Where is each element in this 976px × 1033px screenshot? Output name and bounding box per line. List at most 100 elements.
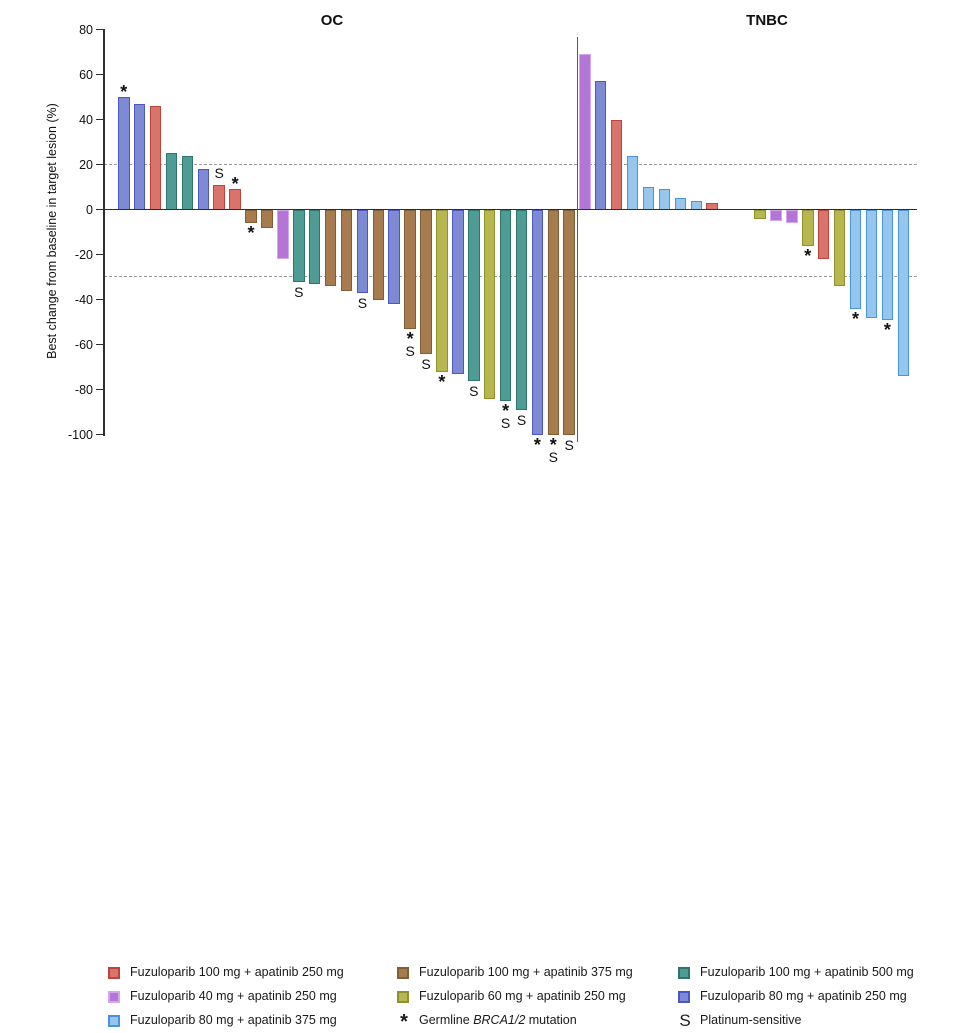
legend-swatch [108, 1015, 120, 1027]
bar [754, 209, 766, 219]
y-tick [96, 28, 104, 31]
marker-platinum: S [357, 294, 368, 311]
marker-brca: * [533, 434, 541, 455]
marker-platinum: S [405, 342, 415, 359]
legend-label: Fuzuloparib 60 mg + apatinib 250 mg [419, 989, 626, 1003]
bar [499, 209, 512, 401]
legend-label: Fuzuloparib 40 mg + apatinib 250 mg [130, 989, 337, 1003]
marker-brca: * [852, 308, 860, 329]
bar [468, 209, 480, 381]
bar [452, 209, 464, 374]
marker-platinum: S [294, 283, 304, 300]
y-tick [96, 73, 104, 76]
y-axis-title: Best change from baseline in target lesi… [45, 103, 59, 359]
legend-label: Fuzuloparib 100 mg + apatinib 500 mg [700, 965, 914, 979]
marker-platinum: S [500, 414, 511, 431]
marker-brca: * [231, 174, 239, 195]
marker-brca: * [406, 328, 414, 349]
marker-platinum: S [564, 436, 574, 453]
legend-swatch [397, 991, 409, 1003]
legend-label: Platinum-sensitive [700, 1013, 802, 1027]
s-symbol: S [679, 1011, 691, 1030]
legend-swatch [678, 991, 690, 1003]
y-tick-label: -40 [74, 292, 93, 307]
y-tick-label: -80 [74, 382, 93, 397]
bar [531, 209, 544, 435]
legend-swatch [397, 967, 409, 979]
panel-title-oc: OC [320, 12, 344, 29]
bar [579, 54, 591, 210]
marker-platinum: S [421, 355, 431, 372]
legend-label: Fuzuloparib 100 mg + apatinib 375 mg [419, 965, 633, 979]
legend: Fuzuloparib 100 mg + apatinib 250 mg Fuzu… [0, 470, 976, 1032]
bar [149, 106, 162, 210]
marker-platinum: S [214, 164, 224, 181]
bar [833, 209, 846, 286]
bar [372, 209, 385, 300]
bar [849, 209, 862, 309]
marker-brca: * [804, 245, 812, 266]
legend-label: Fuzuloparib 80 mg + apatinib 250 mg [700, 989, 907, 1003]
marker-brca: * [549, 434, 557, 455]
bar [356, 209, 369, 293]
bar [802, 209, 814, 246]
y-tick-label: -100 [67, 427, 93, 442]
bar [277, 209, 289, 259]
legend-label: Fuzuloparib 80 mg + apatinib 375 mg [130, 1013, 337, 1027]
bar [897, 209, 910, 376]
bar [770, 209, 782, 221]
y-tick [96, 118, 104, 121]
y-tick-label: -20 [74, 247, 93, 262]
bar [658, 189, 671, 210]
bar [626, 155, 639, 210]
y-tick [96, 163, 104, 166]
y-tick-label: -60 [74, 337, 93, 352]
bar [610, 119, 623, 210]
bar [324, 209, 337, 286]
marker-platinum: S [516, 411, 527, 428]
bar [388, 209, 400, 304]
y-tick-label: 20 [79, 157, 93, 172]
bar [594, 81, 607, 210]
marker-platinum: S [469, 382, 479, 399]
plot-area: Best change from baseline in target lesi… [0, 0, 976, 470]
bar [118, 97, 130, 210]
bar [817, 209, 830, 259]
marker-brca: * [120, 82, 128, 102]
y-tick-label: 0 [86, 202, 93, 217]
bar [547, 209, 560, 435]
y-tick-label: 60 [79, 67, 93, 82]
bar [308, 209, 321, 284]
bar [165, 153, 178, 210]
zero-line [104, 208, 917, 211]
bar [786, 209, 798, 223]
bar [515, 209, 528, 410]
y-tick [96, 298, 104, 301]
marker-platinum: S [548, 448, 558, 465]
bar [133, 103, 146, 210]
legend-label: Germline BRCA1/2 mutation [419, 1013, 577, 1027]
bar [181, 155, 194, 210]
y-axis-line [103, 29, 105, 436]
marker-brca: * [883, 319, 891, 340]
bar [340, 209, 353, 291]
bar [483, 209, 496, 399]
legend-label: Fuzuloparib 100 mg + apatinib 250 mg [130, 965, 344, 979]
marker-brca: * [438, 371, 446, 392]
y-tick [96, 343, 104, 346]
marker-brca: * [247, 223, 255, 243]
bar [865, 209, 878, 318]
bar [404, 209, 416, 329]
marker-brca: * [502, 400, 510, 421]
bar [293, 209, 305, 282]
y-tick-label: 40 [79, 112, 93, 127]
y-tick-label: 80 [79, 22, 93, 37]
y-tick [96, 388, 104, 391]
panel-title-tnbc: TNBC [746, 12, 788, 29]
asterisk-symbol: * [400, 1011, 408, 1033]
legend-swatch [678, 967, 690, 979]
bar [245, 209, 257, 223]
panel-divider [576, 37, 578, 442]
reference-line [104, 163, 917, 165]
